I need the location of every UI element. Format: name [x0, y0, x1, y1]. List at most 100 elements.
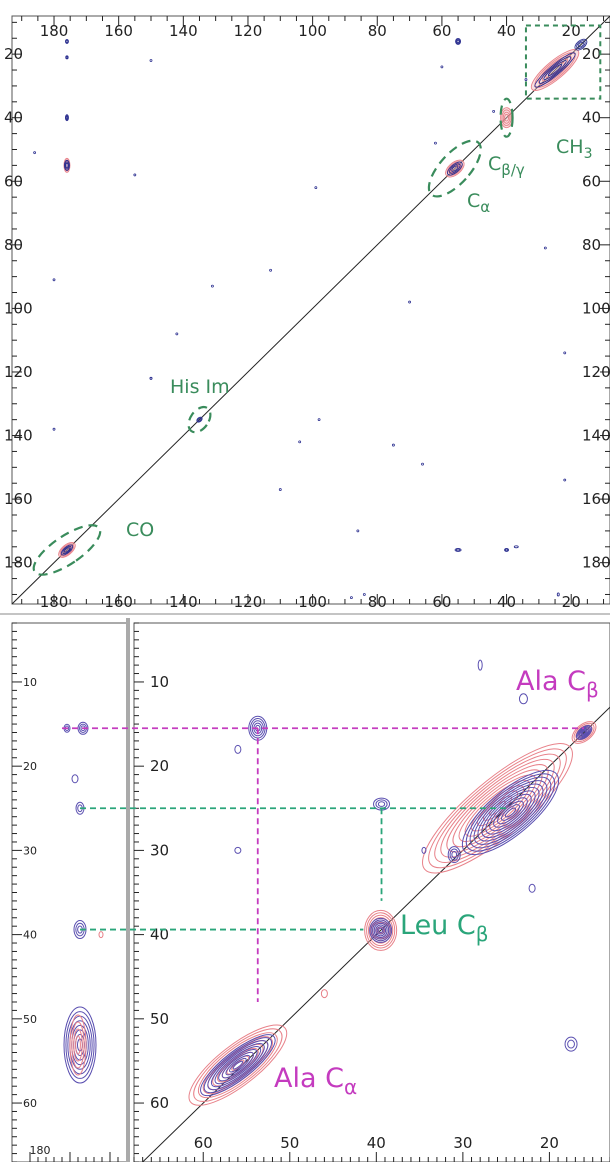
peak-leu-blue — [373, 922, 388, 938]
annotation-ala-cβ: Ala Cβ — [516, 666, 599, 702]
x-tick-label-top: 60 — [432, 22, 451, 40]
peak-alaca-pink — [188, 1024, 288, 1106]
side-x-tick-label: 180 — [30, 1144, 51, 1157]
peak-leu-pink — [369, 917, 392, 944]
annotation-cbg: Cβ/γ — [488, 153, 525, 179]
peak-alaca-pink — [231, 1059, 245, 1071]
side-peak-alaca-pink — [71, 1021, 85, 1069]
annotation-co: CO — [126, 519, 154, 541]
peak-co-cb-blue — [65, 115, 69, 120]
peak-methyl-blue — [477, 783, 544, 842]
peak-alacb-blue — [575, 725, 593, 740]
side-panel: 10 20 30 40 50 60 180 — [11, 618, 130, 1162]
y-tick-label-right: 20 — [582, 45, 601, 63]
peak-co-ch3-blue — [65, 39, 69, 44]
peak-leu-blue — [376, 926, 385, 935]
y-tick-label-right: 100 — [582, 299, 610, 317]
noise-peak — [492, 109, 496, 113]
x-tick-label-bottom: 40 — [497, 593, 516, 611]
peak-methyl-blue — [504, 807, 517, 818]
peak-leu-blue — [375, 924, 387, 937]
peak-alacb-pink — [571, 721, 597, 744]
peak-ca-ch3-blue — [456, 39, 460, 44]
noise-peak — [52, 278, 56, 282]
side-y-tick-label: 60 — [23, 1097, 37, 1110]
peak-small-blue-h — [421, 846, 427, 854]
peak-co-pink — [59, 543, 75, 557]
y-tick-label-left: 60 — [4, 172, 23, 190]
peak-alaca-blue — [207, 1040, 269, 1091]
noise-peak — [543, 246, 547, 250]
peak-ch3-pink — [538, 55, 572, 85]
top-annotations: His Im CO CH3 Cβ/γ Cα — [126, 136, 592, 541]
peak-leu-cross-blue — [375, 799, 388, 809]
y-tick-label-left: 120 — [4, 363, 33, 381]
bottom-y-tick-label: 40 — [150, 926, 169, 944]
x-tick-label-bottom: 20 — [562, 593, 581, 611]
side-peaks — [63, 721, 104, 1084]
peak-alacb-blue — [579, 728, 589, 737]
peak-alaca-blue — [229, 1057, 247, 1073]
y-tick-label-left: 180 — [4, 554, 33, 572]
peak-leu-blue — [372, 921, 390, 940]
x-tick-label-bottom: 180 — [40, 593, 69, 611]
bottom-axes: 10 20 30 40 50 60 60 50 40 30 20 — [133, 622, 610, 1162]
peak-alaca-blue — [200, 1034, 276, 1097]
peak-leu-blue — [370, 919, 391, 942]
noise-peak — [362, 593, 366, 596]
peak-alaca-blue — [225, 1054, 251, 1076]
noise-peak — [175, 332, 179, 336]
top-diagonal-line — [12, 16, 610, 604]
bottom-y-tick-label: 20 — [150, 757, 169, 775]
bottom-x-tick-label: 60 — [194, 1134, 213, 1152]
peak-small-blue-b — [567, 1039, 575, 1049]
annotation-ala-cα: Ala Cα — [274, 1063, 357, 1099]
region-ellipse — [187, 405, 212, 434]
peak-alacb-pink — [573, 722, 595, 743]
peak-ch3-pink — [534, 52, 576, 88]
bottom-annotations: Ala Cβ Leu Cβ Ala Cα — [274, 666, 599, 1099]
peak-methyl-blue — [489, 793, 532, 832]
noise-peak — [33, 151, 37, 155]
noise-peak — [392, 443, 395, 447]
peak-co-ch3-blue — [65, 38, 69, 44]
peak-co-ch3b-blue — [65, 55, 69, 60]
noise-peak — [434, 141, 437, 145]
peak-co-ca-blue — [64, 161, 70, 170]
peak-alaca-blue — [221, 1051, 254, 1079]
noise-peak — [269, 268, 272, 272]
noise-peak — [211, 284, 214, 288]
x-tick-label-bottom: 120 — [234, 593, 263, 611]
peak-alaca-blue — [210, 1043, 265, 1088]
top-peaks — [33, 37, 588, 600]
x-tick-label-bottom: 100 — [298, 593, 327, 611]
x-tick-label-bottom: 60 — [432, 593, 451, 611]
peak-ch3-blue-b — [574, 38, 588, 51]
peak-ca-co-blue — [455, 548, 461, 552]
peak-small-blue-f — [477, 659, 483, 671]
peak-co-blue — [64, 547, 70, 553]
peak-ca-ch3-blue — [455, 37, 462, 45]
side-y-tick-label: 10 — [23, 676, 37, 689]
peak-small-blue — [451, 850, 458, 859]
peak-ch3-pink — [530, 49, 580, 91]
peak-methyl-blue — [481, 787, 540, 838]
y-tick-label-left: 40 — [4, 109, 23, 127]
peak-alaca-pink — [193, 1028, 283, 1102]
peak-ch3-blue — [547, 63, 563, 77]
peak-small-blue — [447, 846, 461, 864]
peak-ch3-blue — [538, 56, 572, 84]
noise-peak — [350, 596, 353, 600]
peak-co-ch3b-blue — [65, 55, 69, 59]
side-axes: 10 20 30 40 50 60 180 — [12, 622, 119, 1162]
noise-peak — [298, 440, 302, 444]
peak-his-blue — [197, 417, 202, 422]
y-tick-label-right: 140 — [582, 427, 610, 445]
peak-ch3-blue — [534, 52, 576, 88]
peak-methyl-blue — [497, 800, 524, 825]
bottom-x-tick-label: 20 — [540, 1134, 559, 1152]
peak-alacb-blue — [581, 730, 587, 735]
peak-co-blue — [60, 544, 74, 556]
